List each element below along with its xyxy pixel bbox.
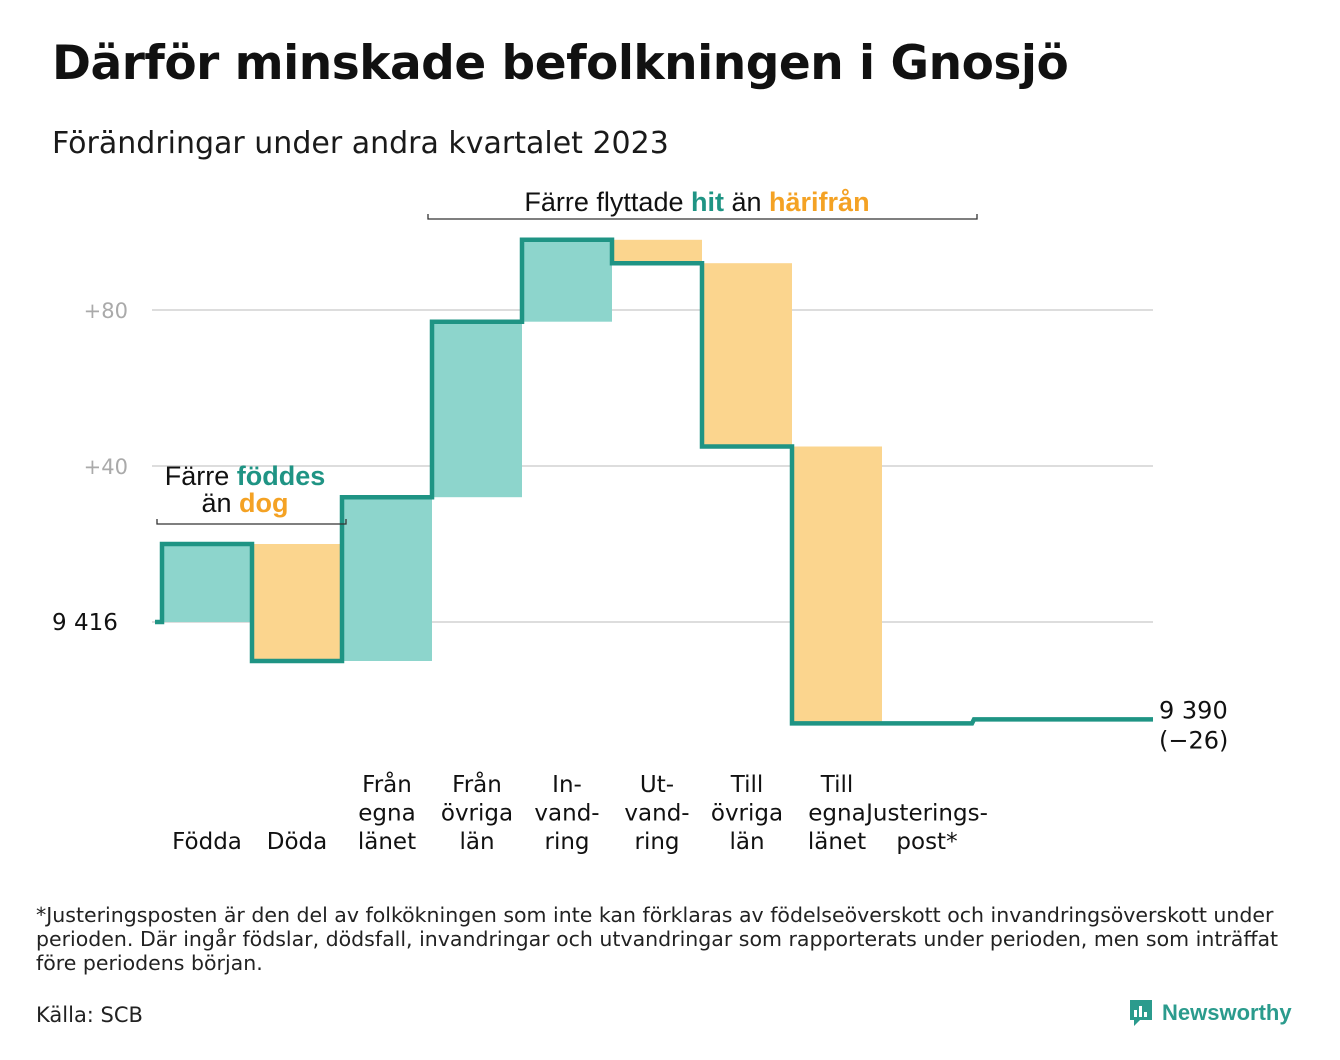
waterfall-bar <box>252 544 342 661</box>
category-label: Ut-vand-ring <box>624 772 689 855</box>
migration-annotation: Färre flyttade hit än härifrån <box>524 187 869 217</box>
category-label: Födda <box>172 829 242 855</box>
category-label: Från övriga län <box>441 770 513 855</box>
bars-layer <box>162 239 882 724</box>
category-label: Till egna länet <box>808 772 866 855</box>
newsworthy-logo-icon <box>1130 1000 1152 1026</box>
category-label: In-vand-ring <box>534 772 599 855</box>
births-annotation-line1: Färre föddes <box>165 461 326 491</box>
footnote: *Justeringsposten är den del av folkökni… <box>36 903 1279 975</box>
source-note: Källa: SCB <box>36 1003 143 1027</box>
start-value-label: 9 416 <box>52 610 118 636</box>
migration-annotation-bracket <box>427 214 978 220</box>
births-annotation-bracket <box>156 519 347 525</box>
category-label: Justerings-post* <box>864 801 988 856</box>
y-tick-label: +40 <box>84 455 128 479</box>
chart-title: Därför minskade befolkningen i Gnosjö <box>52 36 1069 91</box>
label-layer: +80 +40 9 416 Födda Döda Från egna länet Från övr… <box>52 299 1228 855</box>
chart-subtitle: Förändringar under andra kvartalet 2023 <box>52 126 669 161</box>
y-tick-label: +80 <box>84 299 128 323</box>
waterfall-bar <box>342 497 432 661</box>
end-value-label: 9 390 <box>1159 696 1228 724</box>
waterfall-bar <box>612 239 702 264</box>
category-label: Till övriga län <box>711 772 783 855</box>
population-step-line <box>155 237 1153 726</box>
waterfall-bar <box>792 446 882 724</box>
waterfall-bar <box>432 321 522 498</box>
waterfall-bar <box>522 239 612 322</box>
brand-logo: Newsworthy <box>1128 998 1292 1028</box>
waterfall-chart: +80 +40 9 416 Födda Döda Från egna länet Från övr… <box>52 187 1228 855</box>
end-change-label: (−26) <box>1159 726 1228 754</box>
brand-name: Newsworthy <box>1162 1000 1292 1025</box>
waterfall-bar <box>162 544 252 622</box>
line-layer <box>155 237 1153 726</box>
category-label: Från egna länet <box>358 770 416 855</box>
category-label: Döda <box>267 829 327 855</box>
waterfall-bar <box>702 263 792 447</box>
births-annotation-line2: än dog <box>201 488 288 518</box>
annotation-layer: Färre flyttade hit än härifrån Färre född… <box>156 187 978 525</box>
